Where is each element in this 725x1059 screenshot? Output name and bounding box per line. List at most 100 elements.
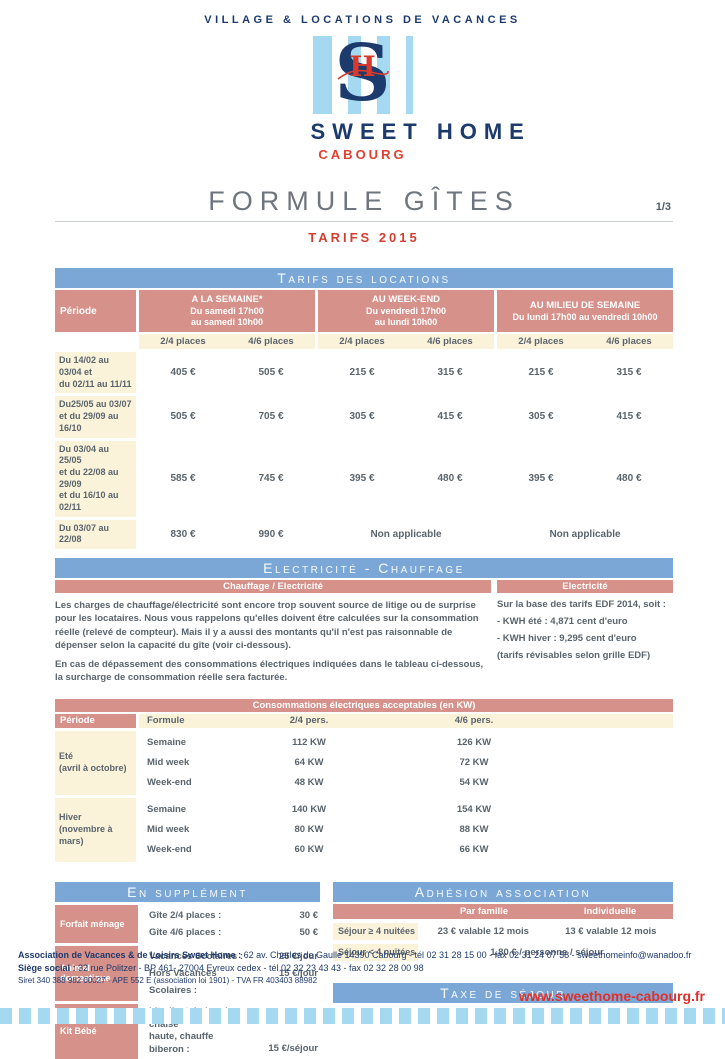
price-cell: 395 € xyxy=(528,473,554,485)
price-group: 215 € 315 € xyxy=(318,352,494,393)
price-cell: 315 € xyxy=(616,367,642,379)
edf-note: (tarifs révisables selon grille EDF) xyxy=(497,650,651,661)
group-subtitle: Du vendredi 17h00 au lundi 10h00 xyxy=(365,305,447,328)
locations-table: Tarifs des locations Période A LA SEMAIN… xyxy=(55,268,673,549)
season-block-summer: Eté (avril à octobre) Semaine 112 KW 126… xyxy=(55,730,673,795)
places-label: 2/4 places xyxy=(160,336,206,348)
kw-cell: 112 KW xyxy=(292,736,326,748)
season-label: Hiver (novembre à mars) xyxy=(55,797,136,862)
places-group: 2/4 places 4/6 places xyxy=(497,334,673,350)
season-label: Eté (avril à octobre) xyxy=(55,730,136,795)
electricity-paragraph: Les charges de chauffage/électricité son… xyxy=(55,600,479,651)
footer-association-details: 62 av. Charles de Gaulle 14390 Cabourg -… xyxy=(241,950,692,960)
group-title: AU WEEK-END xyxy=(371,294,441,305)
consumption-formule-header: Formule xyxy=(147,714,185,726)
group-header-weekend: AU WEEK-END Du vendredi 17h00 au lundi 1… xyxy=(318,290,494,333)
page-number: 1/3 xyxy=(655,201,671,213)
kw-cell: 54 KW xyxy=(459,776,489,788)
consumption-row: Semaine 112 KW 126 KW xyxy=(139,733,673,753)
membership-individual-value: 13 € valable 12 mois xyxy=(565,925,657,937)
price-cell: 305 € xyxy=(528,411,554,423)
supplement-price: 25 €/jour xyxy=(278,950,318,962)
supplement-price: 50 € xyxy=(299,926,319,938)
footer-hq-label: Siège social : xyxy=(18,963,76,973)
not-applicable-cell: Non applicable xyxy=(549,528,621,540)
season-block-winter: Hiver (novembre à mars) Semaine 140 KW 1… xyxy=(55,797,673,862)
price-group: 215 € 315 € xyxy=(497,352,673,393)
spacer-cell xyxy=(333,904,421,919)
edf-summer-rate: - KWH été : 4,871 cent d'euro xyxy=(497,616,628,627)
price-cell: 480 € xyxy=(616,473,642,485)
places-label: 4/6 places xyxy=(606,336,652,348)
formule-cell: Mid week xyxy=(147,756,190,768)
consumption-row: Week-end 60 KW 66 KW xyxy=(139,840,673,860)
price-group: 505 € 705 € xyxy=(139,396,315,437)
price-cell: 305 € xyxy=(349,411,375,423)
membership-header-row: Par famille Individuelle xyxy=(333,903,673,919)
edf-intro: Sur la base des tarifs EDF 2014, soit : xyxy=(497,599,666,610)
tagline: VILLAGE & LOCATIONS DE VACANCES xyxy=(204,14,521,26)
brand-logo: S H SWEET HOME CABOURG xyxy=(311,30,524,163)
supplement-line: Gîte 2/4 places : 30 € xyxy=(141,907,320,924)
logo-monogram-h: H xyxy=(349,50,376,83)
price-cell: 830 € xyxy=(170,528,196,540)
consumption-header-row: Période Formule 2/4 pers. 4/6 pers. xyxy=(55,713,673,728)
supplement-desc: Vacances Scolaires : xyxy=(149,950,244,962)
price-cell: 505 € xyxy=(258,367,284,379)
consumption-46-header: 4/6 pers. xyxy=(454,714,494,726)
edf-winter-rate: - KWH hiver : 9,295 cent d'euro xyxy=(497,633,637,644)
footer-association-label: Association de Vacances & de Loisirs Swe… xyxy=(18,950,242,960)
electricity-right-column: Electricité Sur la base des tarifs EDF 2… xyxy=(497,580,673,685)
kw-cell: 154 KW xyxy=(456,803,492,815)
places-label: 2/4 places xyxy=(339,336,385,348)
locations-section-header: Tarifs des locations xyxy=(55,268,673,288)
group-subtitle: Du samedi 17h00 au samedi 10h00 xyxy=(190,305,264,328)
price-group: 395 € 480 € xyxy=(497,441,673,517)
formule-cell: Semaine xyxy=(147,803,187,815)
supplement-price: 15 €/jour xyxy=(278,967,318,979)
brand-city: CABOURG xyxy=(318,147,407,162)
membership-row-label: Séjour < 4 nuitées xyxy=(333,943,418,961)
electricity-section-header: Electricité - Chauffage xyxy=(55,558,673,578)
membership-row-label: Séjour ≥ 4 nuitées xyxy=(333,922,418,940)
page-subtitle: TARIFS 2015 xyxy=(308,230,420,245)
period-header-cell: Période xyxy=(55,290,136,333)
supplement-desc: Gîte 4/6 places : xyxy=(149,926,222,938)
price-cell: 395 € xyxy=(349,473,375,485)
footer-stripes xyxy=(0,1008,725,1024)
membership-row: Séjour < 4 nuitées 1,80 € / personne / s… xyxy=(333,943,673,961)
formule-cell: Week-end xyxy=(147,776,192,788)
price-cell: 745 € xyxy=(258,473,284,485)
group-header-week: A LA SEMAINE* Du samedi 17h00 au samedi … xyxy=(139,290,315,333)
consumption-24-header: 2/4 pers. xyxy=(289,714,329,726)
footer-hq-line: Siège social : 32 rue Politzer - BP 461-… xyxy=(18,962,707,975)
period-cell: Du 14/02 au 03/04 et du 02/11 au 11/11 xyxy=(55,352,136,394)
supplement-desc: Hors Vacances Scolaires : xyxy=(149,967,217,996)
places-label: 4/6 places xyxy=(427,336,473,348)
supplements-section-header: En supplément xyxy=(55,881,320,902)
logo-swoosh-icon xyxy=(337,69,389,80)
period-cell: Du25/05 au 03/07 et du 29/09 au 16/10 xyxy=(55,396,136,438)
group-subtitle: Du lundi 17h00 au vendredi 10h00 xyxy=(512,311,658,322)
consumption-period-header: Période xyxy=(55,713,136,728)
price-cell: 415 € xyxy=(437,411,463,423)
footer-address-line: Association de Vacances & de Loisirs Swe… xyxy=(18,949,707,962)
price-group: 585 € 745 € xyxy=(139,441,315,517)
kw-cell: 140 KW xyxy=(291,803,327,815)
supplement-label: Animal domestique xyxy=(55,945,138,1001)
period-cell: Du 03/04 au 25/05 et du 22/08 au 29/09 e… xyxy=(55,440,136,517)
footer-website-link[interactable]: www.sweethome-cabourg.fr xyxy=(518,988,705,1004)
footer-legal-line: Siret 340 388 982 00027 - APE 552 E (ass… xyxy=(18,976,318,985)
consumption-row: Week-end 48 KW 54 KW xyxy=(139,773,673,793)
supplement-price: 30 € xyxy=(299,909,319,921)
electricity-left-column: Chauffage / Electricité Les charges de c… xyxy=(55,580,491,685)
group-title: A LA SEMAINE* xyxy=(191,294,263,305)
electricity-paragraph: En cas de dépassement des consommations … xyxy=(55,659,484,684)
document-page: VILLAGE & LOCATIONS DE VACANCES S H SWEE… xyxy=(0,14,725,1059)
membership-section: Adhésion association Par famille Individ… xyxy=(333,881,673,961)
places-row: 2/4 places 4/6 places 2/4 places 4/6 pla… xyxy=(55,334,673,350)
period-cell: Du 03/07 au 22/08 xyxy=(55,519,136,549)
supplement-desc: Gîte 2/4 places : xyxy=(149,909,222,921)
table-row: Du 03/07 au 22/08 830 € 990 € Non applic… xyxy=(55,519,673,549)
consumption-row: Mid week 64 KW 72 KW xyxy=(139,753,673,773)
